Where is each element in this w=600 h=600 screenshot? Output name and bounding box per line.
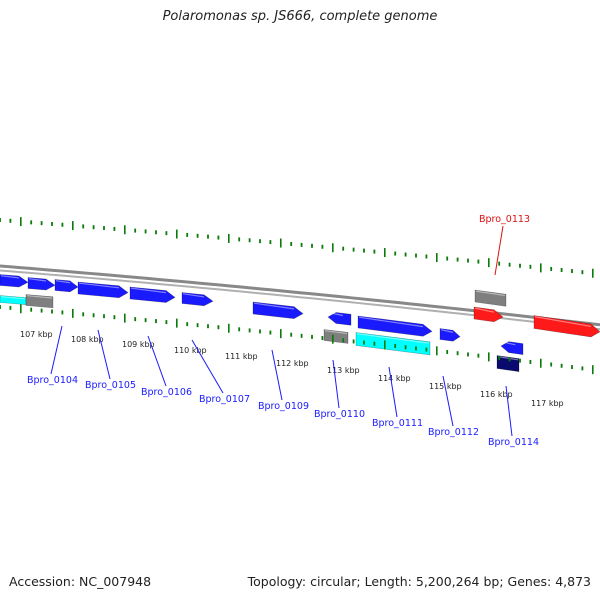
genome-summary-text: Topology: circular; Length: 5,200,264 bp… (247, 574, 591, 589)
gene-arrow-body (327, 312, 352, 326)
gene-arrow-body (473, 306, 504, 323)
gene-arrow (355, 332, 431, 356)
upper-scale-ticks (0, 217, 594, 278)
gene-label-leader (97, 329, 111, 380)
genome-backbone (0, 264, 600, 331)
gene-arrow-body (439, 328, 461, 342)
gene-arrow (129, 286, 176, 303)
scale-label: 116 kbp (480, 390, 513, 399)
gene-label: Bpro_0105 (85, 380, 136, 391)
gene-arrow-body (0, 274, 29, 288)
gene-arrow-body (129, 286, 176, 303)
gene-arrow-highlight (78, 282, 120, 289)
scale-label: 113 kbp (327, 366, 360, 375)
gene-arrow (323, 329, 349, 344)
gene-arrow (181, 292, 214, 307)
gene-arrow-highlight (328, 312, 344, 317)
gene-arrow-highlight (130, 287, 167, 294)
gene-arrow-highlight (0, 296, 26, 300)
gene-arrow (500, 341, 524, 355)
gene-label: Bpro_0112 (428, 427, 479, 438)
gene-arrow (327, 312, 352, 326)
gene-arrow-highlight (534, 316, 592, 328)
gene-label: Bpro_0114 (488, 437, 539, 448)
gene-arrow (474, 289, 507, 307)
gene-label-leader (332, 359, 340, 409)
scale-label: 107 kbp (20, 330, 53, 339)
gene-arrow-highlight (182, 293, 205, 298)
gene-label: Bpro_0107 (199, 394, 250, 405)
gene-arrow (473, 306, 504, 323)
gene-arrow (252, 301, 304, 319)
gene-arrow-body (252, 301, 304, 319)
gene-arrow-highlight (475, 290, 506, 297)
scale-label: 112 kbp (276, 359, 309, 368)
gene-arrow-body (474, 289, 507, 307)
gene-arrow (439, 328, 461, 342)
gene-arrow-highlight (358, 316, 424, 328)
gene-arrow-body (323, 329, 349, 344)
gene-labels: Bpro_0104 Bpro_0105 Bpro_0106 Bpro_0107 Bpro… (27, 214, 539, 448)
gene-arrow (496, 355, 520, 372)
gene-label-leader (388, 366, 398, 418)
gene-arrow-body (496, 355, 520, 372)
scale-label: 108 kbp (71, 335, 104, 344)
gene-label: Bpro_0113 (479, 214, 530, 225)
gene-arrow (533, 315, 600, 338)
accession-text: Accession: NC_007948 (9, 574, 152, 589)
gene-arrow-highlight (26, 295, 53, 299)
gene-label-leader (271, 349, 283, 401)
gene-arrow-highlight (253, 302, 295, 310)
gene-label-leader (442, 375, 454, 427)
gene-arrow-highlight (324, 330, 348, 335)
gene-arrow-highlight (501, 341, 516, 346)
gene-arrow-body (355, 332, 431, 356)
gene-arrow-highlight (0, 275, 20, 279)
gene-arrow-highlight (497, 356, 519, 361)
backbone-line (0, 264, 600, 327)
scale-label: 114 kbp (378, 374, 411, 383)
gene-arrow-highlight (474, 307, 495, 313)
scale-labels: 107 kbp 108 kbp 109 kbp 110 kbp 111 kbp 112 k… (20, 330, 564, 408)
gene-arrow-body (77, 281, 129, 299)
gene-arrow-body (357, 315, 433, 337)
gene-arrow (0, 295, 27, 305)
gene-arrow-highlight (28, 278, 47, 282)
gene-label: Bpro_0104 (27, 375, 78, 386)
gene-arrow-body (25, 294, 54, 309)
gene-arrow-highlight (55, 280, 71, 284)
backbone-line (0, 269, 600, 331)
gene-arrow-highlight (440, 329, 454, 333)
scale-label: 117 kbp (531, 399, 564, 408)
gene-label-leader (50, 325, 63, 375)
gene-label-leader (494, 225, 504, 276)
gene-label: Bpro_0109 (258, 401, 309, 412)
gene-arrow-body (500, 341, 524, 355)
gene-arrow-body (533, 315, 600, 338)
scale-label: 109 kbp (122, 340, 155, 349)
scale-label: 110 kbp (174, 346, 207, 355)
gene-arrow (77, 281, 129, 299)
map-title: Polaromonas sp. JS666, complete genome (162, 9, 438, 24)
gene-arrow (357, 315, 433, 337)
gene-label: Bpro_0111 (372, 418, 423, 429)
gene-arrow (54, 279, 79, 293)
gene-label: Bpro_0110 (314, 409, 365, 420)
gene-arrow (0, 274, 29, 288)
gene-label-leader (505, 385, 513, 437)
gene-arrow-body (181, 292, 214, 307)
gene-arrow (25, 294, 54, 309)
gene-arrow-highlight (356, 333, 430, 344)
lower-scale-ticks (0, 304, 594, 375)
gene-label: Bpro_0106 (141, 387, 192, 398)
scale-label: 111 kbp (225, 352, 258, 361)
gene-arrow-body (54, 279, 79, 293)
gene-arrow-body (27, 277, 56, 291)
gene-arrow (27, 277, 56, 291)
gene-label-leader (147, 335, 167, 387)
gene-label-leader (191, 339, 224, 394)
gene-features (0, 274, 600, 372)
